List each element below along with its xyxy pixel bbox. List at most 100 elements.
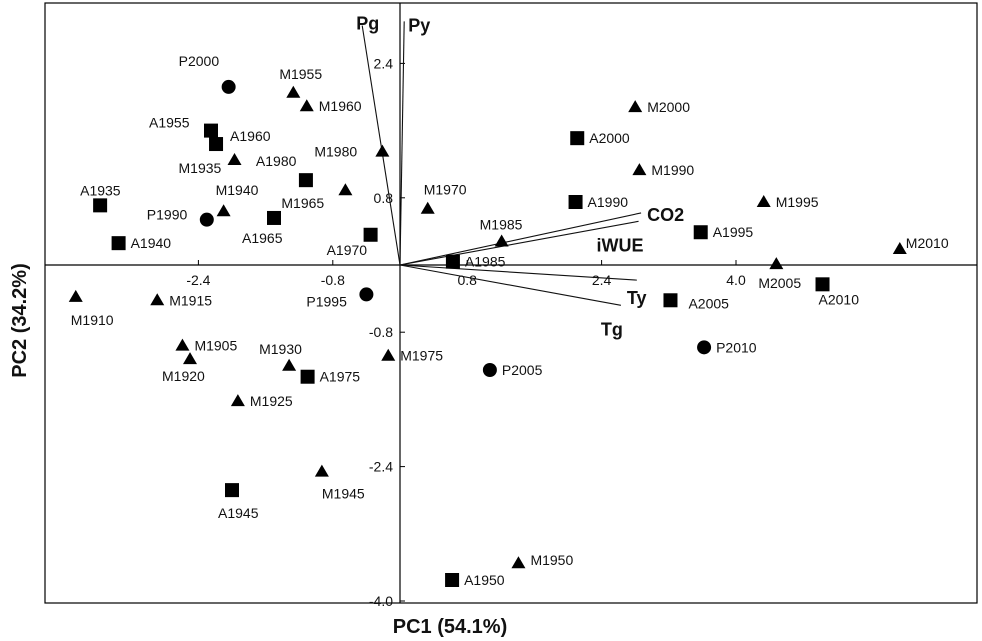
- point-m1980: [375, 144, 390, 157]
- point-label-m1925: M1925: [250, 393, 293, 409]
- point-a1950: [445, 573, 460, 587]
- point-label-a1950: A1950: [464, 572, 505, 588]
- point-a1970: [363, 227, 378, 242]
- point-m1945: [314, 464, 329, 477]
- point-a1975: [300, 369, 315, 384]
- point-m1940: [216, 204, 231, 217]
- x-tick-label: -0.8: [321, 272, 345, 288]
- point-label-a1990: A1990: [588, 194, 629, 210]
- point-a1945: [225, 483, 239, 498]
- point-m1905: [175, 338, 190, 351]
- point-p2010: [697, 340, 712, 355]
- point-label-m2010: M2010: [906, 235, 949, 251]
- point-label-a1995: A1995: [713, 224, 754, 240]
- vector-tg: [399, 264, 622, 306]
- point-a1985: [445, 254, 460, 269]
- point-a2010: [815, 277, 830, 292]
- x-tick-label: 0.8: [457, 272, 477, 288]
- point-label-a2005: A2005: [688, 295, 729, 311]
- y-tick-label: -4.0: [369, 593, 393, 609]
- point-label-m1915: M1915: [169, 292, 212, 308]
- y-axis-label: PC2 (34.2%): [8, 262, 31, 378]
- point-label-p1995: P1995: [306, 293, 347, 309]
- point-label-m1920: M1920: [162, 368, 205, 384]
- point-label-p1990: P1990: [147, 207, 188, 223]
- vector-py: [399, 21, 405, 266]
- point-m1970: [420, 201, 435, 214]
- point-a2005: [663, 293, 678, 308]
- point-m1990: [632, 163, 647, 176]
- point-p1995: [359, 287, 374, 302]
- point-a1980: [298, 173, 313, 188]
- vector-pg: [361, 25, 401, 266]
- vector-co2: [399, 212, 642, 266]
- point-m1955: [286, 85, 301, 98]
- point-label-m1960: M1960: [319, 98, 362, 114]
- point-a1960: [209, 137, 224, 152]
- point-label-a1935: A1935: [80, 182, 121, 198]
- point-a1995: [693, 225, 708, 240]
- x-tick-label: 2.4: [592, 272, 612, 288]
- point-label-m1975: M1975: [400, 348, 443, 364]
- point-label-a1940: A1940: [131, 235, 172, 251]
- point-m2010: [892, 242, 907, 255]
- point-m2005: [769, 257, 784, 270]
- vector-label-tg: Tg: [601, 319, 623, 339]
- point-a1940: [111, 236, 126, 251]
- point-label-a1955: A1955: [149, 115, 190, 131]
- y-tick-label: 2.4: [374, 55, 394, 71]
- point-m1925: [230, 394, 245, 407]
- point-label-a1945: A1945: [218, 505, 259, 521]
- point-m1935: [227, 153, 242, 165]
- point-m1995: [756, 195, 771, 207]
- point-label-m1940: M1940: [216, 182, 259, 198]
- point-label-m1950: M1950: [530, 552, 573, 568]
- point-a1935: [93, 198, 108, 213]
- point-label-m1965: M1965: [281, 195, 324, 211]
- x-tick-label: -2.4: [186, 272, 210, 288]
- point-label-m1935: M1935: [179, 160, 222, 176]
- point-label-a1960: A1960: [230, 128, 271, 144]
- vector-iwue: [399, 220, 639, 266]
- vector-label-co2: CO2: [647, 205, 684, 225]
- point-m1920: [183, 352, 197, 365]
- point-label-p2000: P2000: [179, 53, 220, 69]
- point-label-a1965: A1965: [242, 230, 283, 246]
- point-label-a1980: A1980: [256, 153, 297, 169]
- point-label-a2010: A2010: [819, 291, 860, 307]
- y-tick-label: -0.8: [369, 324, 393, 340]
- point-label-m1990: M1990: [651, 162, 694, 178]
- point-label-m1930: M1930: [259, 341, 302, 357]
- point-label-m1995: M1995: [776, 194, 819, 210]
- point-m1950: [511, 556, 526, 569]
- y-axis-label-wrap: PC2 (34.2%): [2, 130, 38, 510]
- point-a1965: [267, 210, 281, 225]
- point-m1910: [68, 289, 83, 302]
- point-label-m1985: M1985: [480, 216, 523, 232]
- x-axis-label: PC1 (54.1%): [392, 616, 508, 638]
- point-label-m1970: M1970: [424, 182, 467, 198]
- point-p2000: [221, 79, 236, 94]
- y-tick-label: -2.4: [369, 459, 393, 475]
- point-m1960: [299, 99, 314, 112]
- point-m1930: [282, 358, 297, 371]
- point-label-p2005: P2005: [502, 362, 543, 378]
- point-label-a1975: A1975: [320, 369, 361, 385]
- point-a1955: [204, 123, 218, 138]
- point-a2000: [570, 131, 585, 146]
- point-label-m1910: M1910: [71, 312, 114, 328]
- vector-ty: [399, 264, 637, 281]
- x-tick-label: 4.0: [726, 272, 746, 288]
- point-p2005: [482, 363, 497, 377]
- vector-label-py: Py: [408, 15, 430, 35]
- point-label-m1905: M1905: [194, 338, 237, 354]
- plot-frame: [44, 2, 978, 604]
- score-points: A1935 A1940 A1945 A1950 A1955 A1960 A1965 A1970…: [68, 53, 949, 588]
- point-a1990: [568, 195, 583, 209]
- point-m1965: [338, 183, 353, 196]
- point-m1915: [150, 293, 165, 306]
- point-m1975: [381, 348, 396, 361]
- point-label-m2000: M2000: [647, 99, 690, 115]
